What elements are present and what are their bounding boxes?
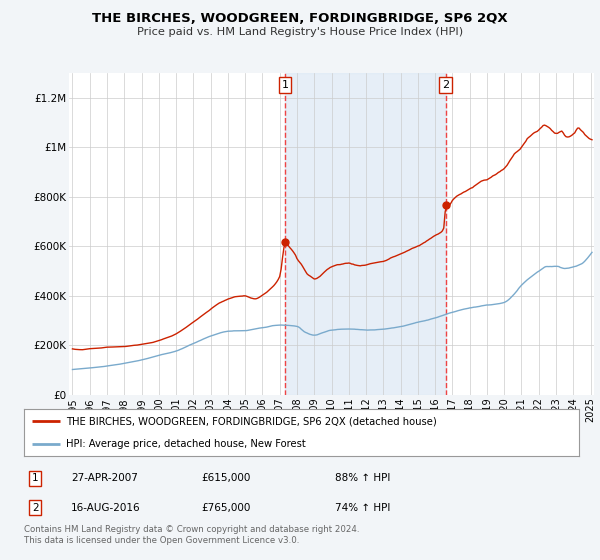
Text: 16-AUG-2016: 16-AUG-2016 <box>71 503 141 513</box>
Text: 88% ↑ HPI: 88% ↑ HPI <box>335 473 390 483</box>
Text: THE BIRCHES, WOODGREEN, FORDINGBRIDGE, SP6 2QX: THE BIRCHES, WOODGREEN, FORDINGBRIDGE, S… <box>92 12 508 25</box>
Text: 1: 1 <box>282 80 289 90</box>
Text: £765,000: £765,000 <box>202 503 251 513</box>
Text: £615,000: £615,000 <box>202 473 251 483</box>
Text: Contains HM Land Registry data © Crown copyright and database right 2024.
This d: Contains HM Land Registry data © Crown c… <box>24 525 359 545</box>
Text: 74% ↑ HPI: 74% ↑ HPI <box>335 503 390 513</box>
Text: 2: 2 <box>32 503 38 513</box>
Text: HPI: Average price, detached house, New Forest: HPI: Average price, detached house, New … <box>65 439 305 449</box>
Text: 2: 2 <box>442 80 449 90</box>
Text: 1: 1 <box>32 473 38 483</box>
Bar <box>285 73 446 395</box>
Text: THE BIRCHES, WOODGREEN, FORDINGBRIDGE, SP6 2QX (detached house): THE BIRCHES, WOODGREEN, FORDINGBRIDGE, S… <box>65 416 436 426</box>
Text: 27-APR-2007: 27-APR-2007 <box>71 473 138 483</box>
Text: Price paid vs. HM Land Registry's House Price Index (HPI): Price paid vs. HM Land Registry's House … <box>137 27 463 37</box>
